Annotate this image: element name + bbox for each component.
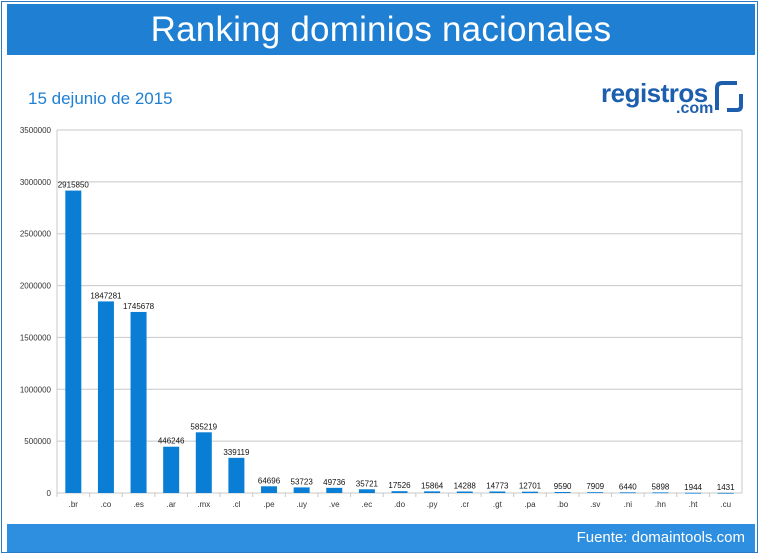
logo-bracket-icon — [715, 81, 743, 112]
y-tick-label: 2500000 — [20, 230, 52, 239]
data-label: 9590 — [554, 482, 572, 491]
x-tick-label: .es — [133, 500, 144, 509]
y-tick-label: 2000000 — [20, 282, 52, 291]
y-tick-label: 1000000 — [20, 385, 52, 394]
x-tick-label: .ni — [624, 500, 633, 509]
bar-ec — [358, 489, 375, 493]
data-label: 17526 — [388, 481, 411, 490]
bar-cu — [717, 492, 734, 494]
data-label: 53723 — [291, 477, 314, 486]
x-tick-label: .ve — [329, 500, 340, 509]
bar-mx — [195, 432, 212, 493]
logo-main-text: registros — [601, 78, 708, 108]
x-tick-label: .bo — [557, 500, 569, 509]
data-label: 585219 — [190, 422, 217, 431]
bar-uy — [293, 487, 310, 493]
x-tick-label: .ec — [362, 500, 373, 509]
x-tick-label: .cl — [232, 500, 240, 509]
data-label: 1944 — [684, 483, 702, 492]
bar-es — [130, 311, 147, 493]
bar-co — [97, 301, 114, 493]
data-label: 1847281 — [90, 291, 122, 300]
bar-ar — [163, 446, 180, 493]
x-tick-label: .cu — [720, 500, 731, 509]
source-text: Fuente: domaintools.com — [576, 529, 745, 546]
data-label: 14288 — [454, 482, 477, 491]
x-tick-label: .pe — [263, 500, 275, 509]
bar-py — [424, 491, 441, 493]
y-tick-label: 3500000 — [20, 126, 52, 135]
data-label: 64696 — [258, 476, 281, 485]
page-title: Ranking dominios nacionales — [7, 4, 755, 55]
bar-cr — [456, 491, 473, 493]
bar-br — [65, 190, 82, 493]
data-label: 7909 — [586, 482, 604, 491]
x-tick-label: .do — [394, 500, 406, 509]
bar-ht — [685, 492, 702, 494]
data-label: 1745678 — [123, 302, 155, 311]
data-label: 35721 — [356, 479, 379, 488]
date-subtitle: 15 dejunio de 2015 — [28, 89, 173, 108]
data-label: 12701 — [519, 482, 542, 491]
x-tick-label: .co — [101, 500, 112, 509]
y-axis-ticks: 0 500000 1000000 1500000 2000000 2500000 30000… — [20, 126, 52, 498]
footer-bar: Fuente: domaintools.com — [7, 524, 755, 552]
data-label: 5898 — [652, 482, 670, 491]
x-tick-label: .br — [69, 500, 79, 509]
bar-ve — [326, 487, 343, 493]
data-label: 1431 — [717, 483, 735, 492]
bar-cl — [228, 457, 245, 493]
logo-sub-text: .com — [676, 100, 714, 117]
x-tick-label: .cr — [460, 500, 469, 509]
bar-pe — [261, 486, 278, 493]
bar-pa — [521, 491, 538, 493]
x-tick-label: .ht — [689, 500, 699, 509]
bar-ni — [619, 492, 636, 494]
bar-do — [391, 491, 408, 493]
y-tick-label: 3000000 — [20, 178, 52, 187]
data-label: 2915850 — [58, 181, 90, 190]
y-tick-label: 1500000 — [20, 333, 52, 342]
data-label: 15864 — [421, 481, 444, 490]
x-tick-label: .ar — [166, 500, 176, 509]
x-axis-ticks: .br .co .es .ar .mx .cl .pe .uy .ve .ec .do .py .cr.… — [56, 493, 731, 509]
x-tick-label: .py — [427, 500, 438, 509]
x-tick-label: .uy — [296, 500, 307, 509]
bars — [65, 190, 734, 494]
y-tick-label: 500000 — [24, 437, 51, 446]
data-label: 49736 — [323, 478, 346, 487]
x-tick-label: .gt — [493, 500, 503, 509]
data-label: 339119 — [223, 448, 250, 457]
registros-logo: registros .com — [601, 78, 746, 118]
bar-gt — [489, 491, 506, 493]
x-tick-label: .sv — [590, 500, 600, 509]
x-tick-label: .pa — [524, 500, 536, 509]
bar-hn — [652, 492, 669, 494]
bar-sv — [587, 492, 604, 493]
data-label: 14773 — [486, 481, 509, 490]
data-label: 6440 — [619, 482, 637, 491]
y-tick-label: 0 — [47, 489, 52, 498]
x-tick-label: .mx — [197, 500, 210, 509]
bar-bo — [554, 492, 571, 493]
data-label: 446246 — [158, 437, 185, 446]
bar-chart: 0 500000 1000000 1500000 2000000 2500000 30000… — [20, 126, 743, 509]
x-tick-label: .hn — [655, 500, 666, 509]
